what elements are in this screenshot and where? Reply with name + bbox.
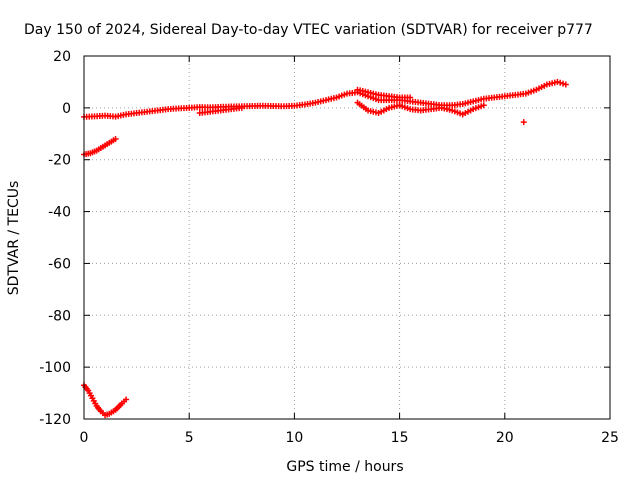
series-upper-band [354, 86, 414, 101]
x-tick-label: 20 [496, 430, 514, 446]
chart-title: Day 150 of 2024, Sidereal Day-to-day VTE… [24, 22, 593, 38]
y-tick-label: -20 [48, 153, 71, 169]
data-point [480, 102, 487, 109]
data-point [557, 79, 564, 86]
plot-frame [83, 55, 611, 420]
y-tick-label: -80 [48, 308, 71, 324]
y-axis-title: SDTVAR / TECUs [6, 181, 22, 296]
x-tick-label: 25 [601, 430, 619, 446]
series-outlier [520, 119, 527, 126]
y-tick-label: 20 [53, 49, 71, 65]
series-early-arc-minus18 [81, 135, 119, 158]
data-point [238, 104, 245, 111]
y-tick-label: -40 [48, 205, 71, 221]
y-tick-label: -60 [48, 256, 71, 272]
data-point [407, 94, 414, 101]
grid [84, 56, 610, 419]
x-tick-label: 0 [80, 430, 89, 446]
y-tick-label: -120 [39, 412, 71, 428]
x-tick-label: 10 [285, 430, 303, 446]
y-tick-label: 0 [62, 101, 71, 117]
data-point [560, 80, 567, 87]
y-tick-label: -100 [39, 360, 71, 376]
data-point [123, 396, 130, 403]
plot-background [84, 56, 610, 419]
data-point [562, 81, 569, 88]
x-tick-labels: 0 5 10 15 20 25 [80, 430, 619, 446]
data-series [81, 78, 569, 419]
data-point [554, 78, 561, 85]
series-early-arc-minus110 [81, 382, 130, 419]
x-tick-label: 5 [185, 430, 194, 446]
x-tick-label: 15 [391, 430, 409, 446]
x-axis-title: GPS time / hours [286, 459, 403, 475]
data-point [112, 135, 119, 142]
series-lower-branch-3 [396, 102, 487, 118]
ticks [83, 55, 611, 420]
series-lower-branch-1 [196, 104, 245, 117]
y-tick-labels: 20 0 -20 -40 -60 -80 -100 -120 [39, 49, 71, 428]
data-point [520, 119, 527, 126]
